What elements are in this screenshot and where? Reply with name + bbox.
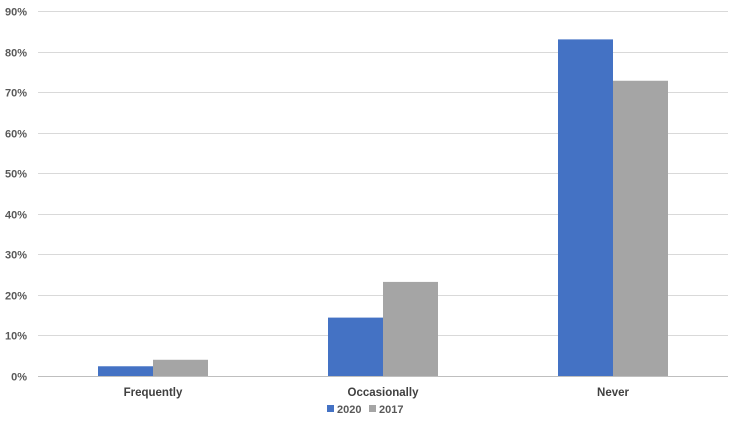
y-tick-label: 30% <box>5 250 27 262</box>
legend-label: 2020 <box>337 404 361 416</box>
legend-label: 2017 <box>379 404 403 416</box>
x-category-label: Frequently <box>124 387 183 399</box>
x-category-label: Never <box>597 387 629 399</box>
x-category-label: Occasionally <box>348 387 420 399</box>
legend-item: 2020 <box>327 404 361 416</box>
bar-2017-occasionally <box>383 281 438 376</box>
bar-2017-never <box>613 80 668 376</box>
y-tick-label: 20% <box>5 291 27 303</box>
legend-swatch <box>327 405 334 412</box>
bar-2017-frequently <box>153 359 208 376</box>
y-tick-label: 70% <box>5 88 27 100</box>
x-axis-labels: Frequently Occasionally Never <box>124 387 630 399</box>
y-tick-label: 40% <box>5 210 27 222</box>
bar-2020-never <box>558 39 613 377</box>
y-tick-label: 90% <box>5 7 27 19</box>
y-tick-label: 60% <box>5 129 27 141</box>
gridlines <box>38 11 728 377</box>
legend: 2020 2017 <box>327 404 403 416</box>
legend-item: 2017 <box>369 404 403 416</box>
y-tick-label: 0% <box>11 372 27 384</box>
y-axis-ticks: 0% 10% 20% 30% 40% 50% 60% 70% 80% 90% <box>5 7 27 384</box>
bar-2020-frequently <box>98 366 153 376</box>
y-tick-label: 10% <box>5 331 27 343</box>
y-tick-label: 50% <box>5 169 27 181</box>
bar-2020-occasionally <box>328 317 383 376</box>
y-tick-label: 80% <box>5 48 27 60</box>
legend-swatch <box>369 405 376 412</box>
bars <box>98 39 668 377</box>
